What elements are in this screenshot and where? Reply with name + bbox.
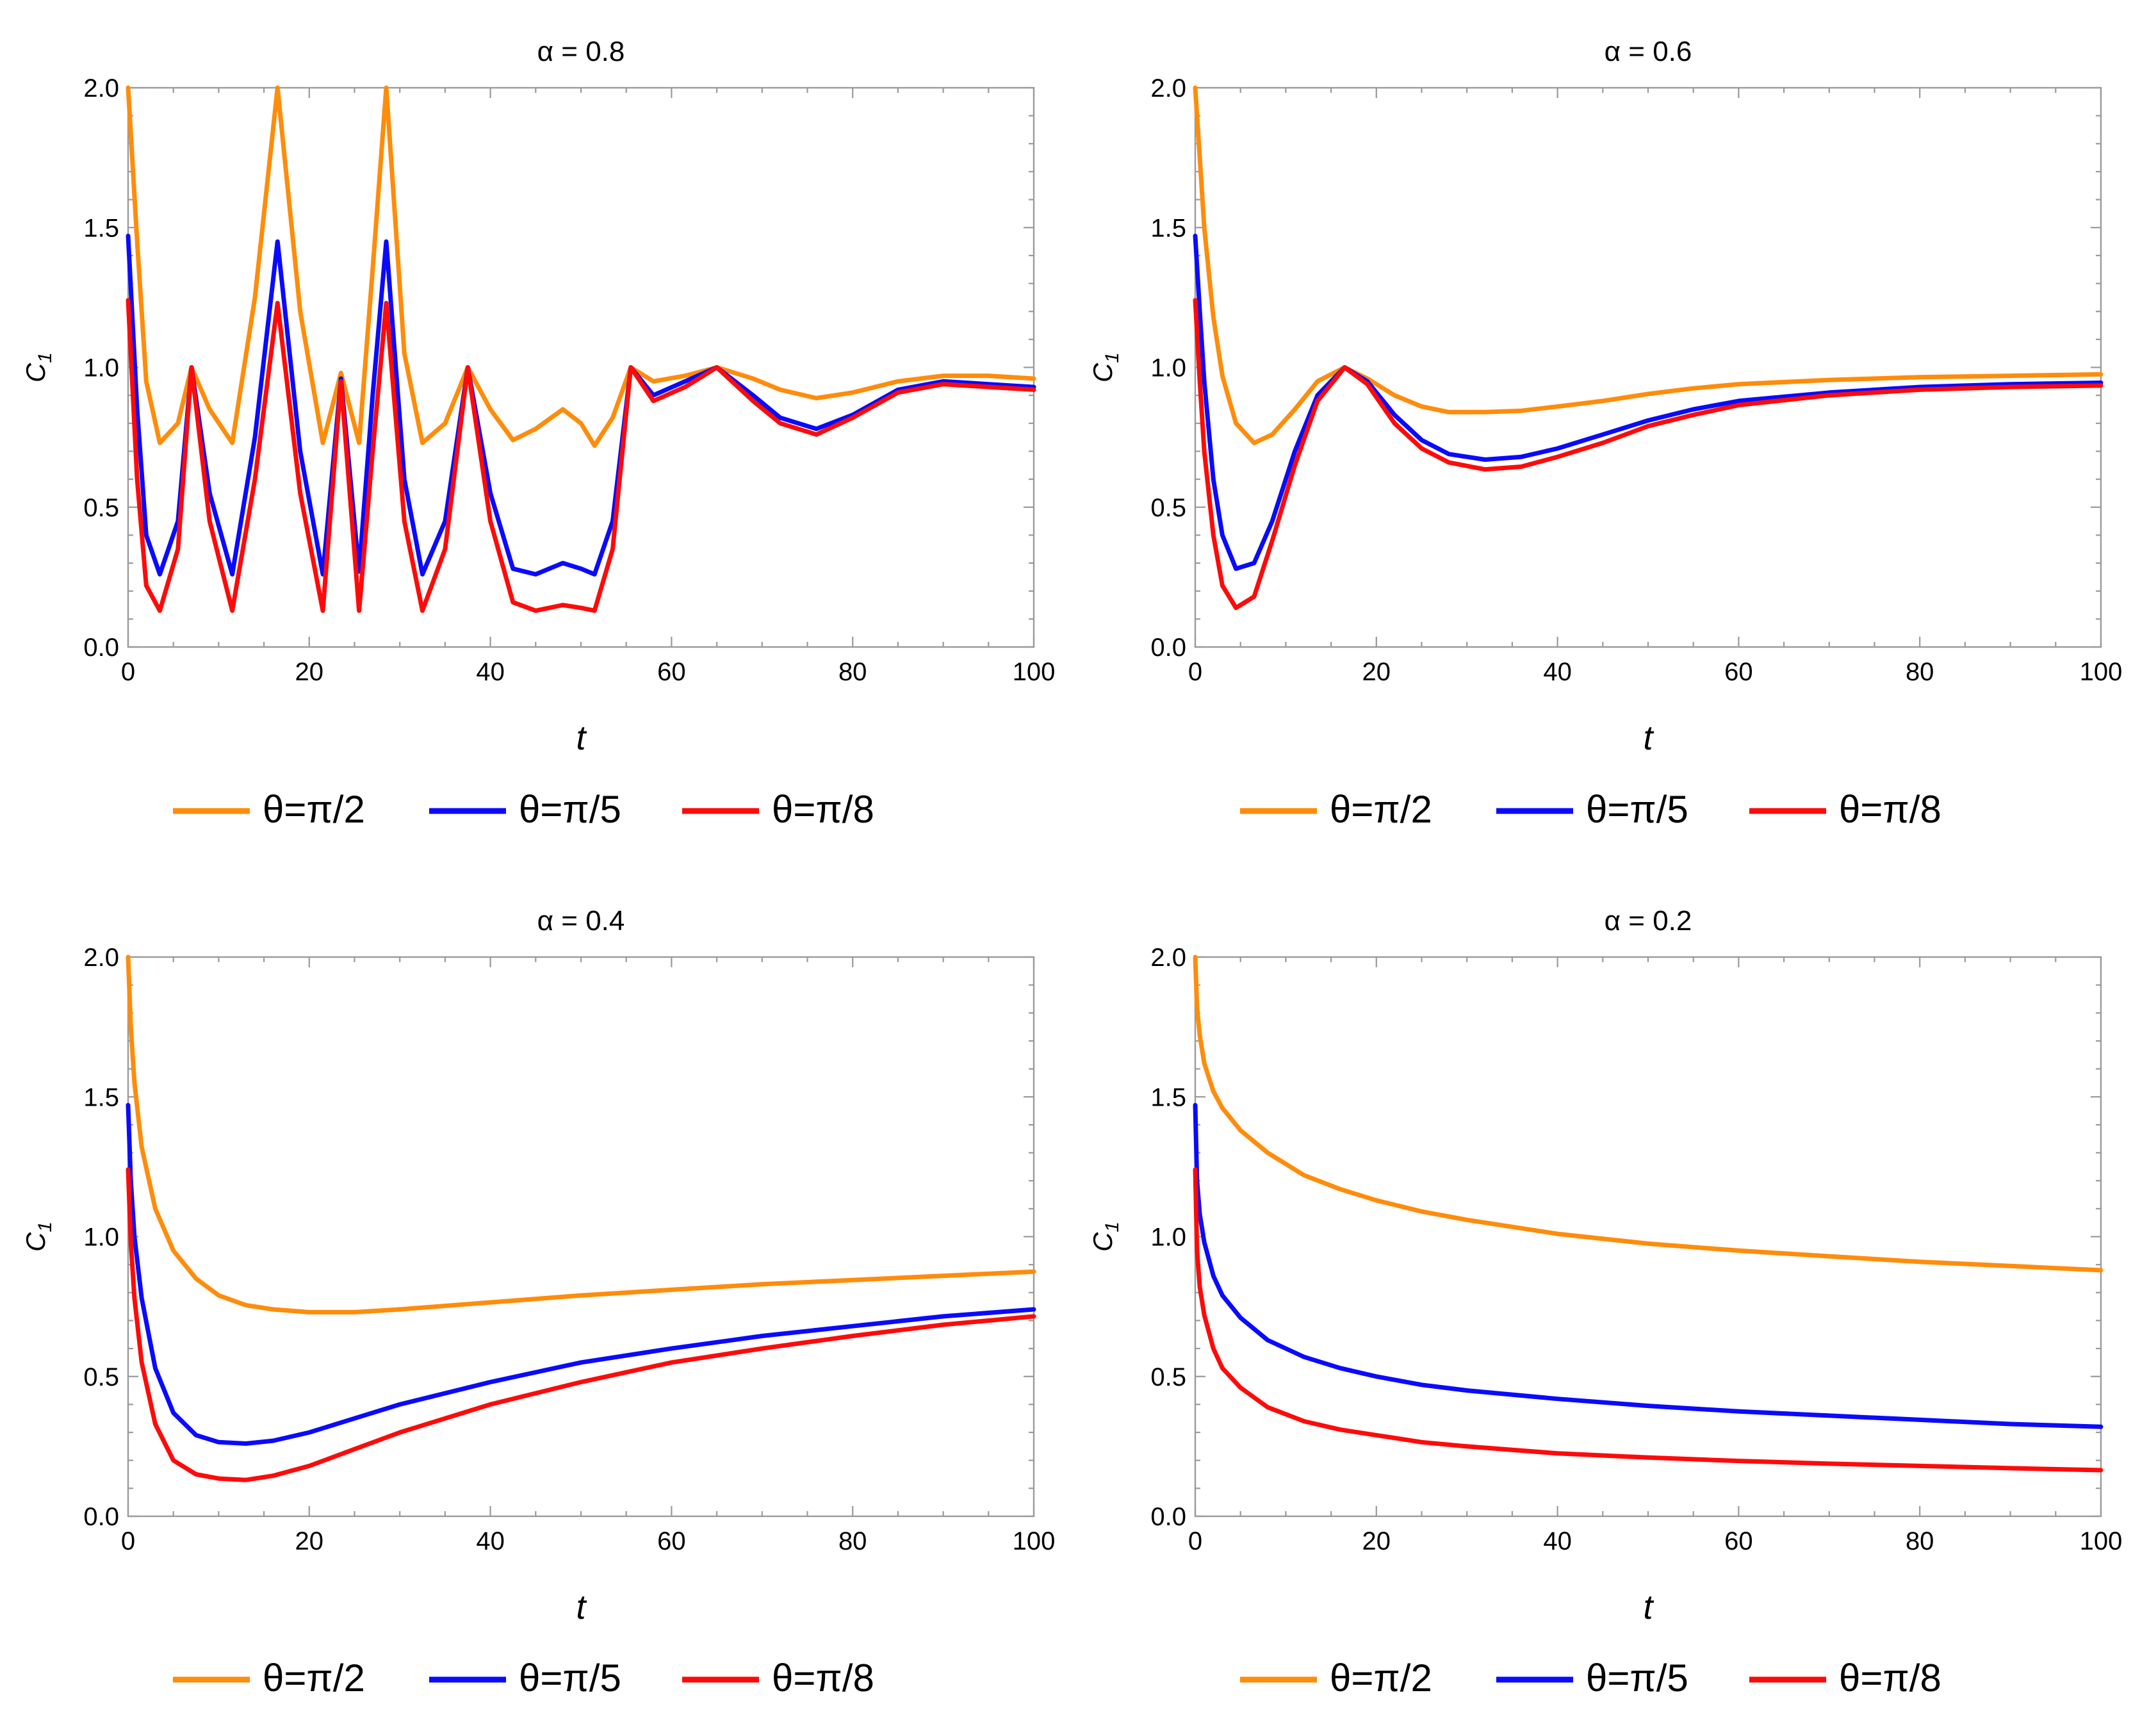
y-tick-label: 1.5: [83, 1083, 119, 1111]
legend-label-1: θ=π/2: [263, 788, 365, 831]
y-tick-label: 0.5: [83, 1363, 119, 1391]
x-tick-label: 60: [1724, 1527, 1753, 1555]
y-axis-title-subscript: 1: [1102, 1222, 1123, 1232]
x-axis-title: t: [1643, 1588, 1654, 1626]
y-axis-title-main: C: [1088, 363, 1118, 382]
y-axis-title: C1: [20, 1222, 56, 1252]
series-line-3: [1193, 298, 2103, 610]
plot-frame: [127, 956, 1035, 1518]
x-tick-label: 40: [1543, 1527, 1572, 1555]
series-line-1: [1193, 954, 2103, 1273]
x-tick-label: 20: [1362, 1527, 1391, 1555]
x-tick-label: 0: [1188, 658, 1202, 686]
y-tick-label: 0.0: [1150, 634, 1186, 662]
x-tick-label: 100: [1013, 1527, 1056, 1555]
panel-title: α = 0.4: [537, 905, 625, 937]
series-line-1: [126, 954, 1036, 1314]
x-tick-label: 0: [1188, 1527, 1202, 1555]
x-tick-label: 20: [1362, 658, 1391, 686]
legend-label-2: θ=π/5: [1586, 788, 1688, 831]
legend-label-3: θ=π/8: [1839, 788, 1941, 831]
plot-frame: [1194, 86, 2102, 648]
legend-label-2: θ=π/5: [1586, 1657, 1688, 1699]
plot-frame: [1194, 956, 2102, 1518]
y-tick-label: 1.5: [1150, 1083, 1186, 1111]
y-axis-title-subscript: 1: [35, 352, 56, 363]
legend-label-2: θ=π/5: [519, 788, 621, 831]
x-tick-label: 100: [1013, 658, 1056, 686]
y-tick-label: 1.0: [83, 354, 119, 382]
chart-panel-2: α = 0.6 0 20 40 60 80 100 0.0 0.5 1.0 1.5 2.0 t C1 θ=π…: [1088, 36, 2122, 831]
y-tick-label: 2.0: [1150, 74, 1186, 102]
legend-label-1: θ=π/2: [263, 1657, 365, 1699]
x-axis-title: t: [576, 719, 587, 757]
y-axis-title: C1: [1088, 352, 1123, 382]
x-tick-label: 40: [476, 1527, 505, 1555]
series-line-3: [126, 298, 1036, 613]
y-axis-title: C1: [1088, 1222, 1123, 1252]
series-line-1: [1193, 85, 2103, 445]
y-tick-label: 1.5: [1150, 214, 1186, 242]
y-axis-title-main: C: [20, 363, 51, 382]
legend-label-2: θ=π/5: [519, 1657, 621, 1699]
x-tick-label: 100: [2080, 658, 2123, 686]
x-tick-label: 80: [838, 658, 867, 686]
x-tick-label: 60: [1724, 658, 1753, 686]
legend-label-1: θ=π/2: [1330, 1657, 1432, 1699]
x-tick-label: 40: [1543, 658, 1572, 686]
y-axis-title-main: C: [1088, 1232, 1118, 1252]
y-tick-label: 1.0: [1150, 1224, 1186, 1252]
y-tick-label: 2.0: [83, 74, 119, 102]
legend-label-3: θ=π/8: [772, 1657, 874, 1699]
x-tick-label: 100: [2080, 1527, 2123, 1555]
x-axis-title: t: [576, 1588, 587, 1626]
y-tick-label: 1.0: [1150, 354, 1186, 382]
x-tick-label: 60: [657, 658, 686, 686]
x-tick-label: 60: [657, 1527, 686, 1555]
chart-panel-4: α = 0.2 0 20 40 60 80 100 0.0 0.5 1.0 1.5 2.0 t C1 θ=π…: [1088, 905, 2122, 1699]
x-axis-title: t: [1643, 719, 1654, 757]
x-tick-label: 0: [121, 658, 135, 686]
y-tick-label: 0.5: [83, 494, 119, 522]
x-tick-label: 80: [838, 1527, 867, 1555]
panel-title: α = 0.2: [1605, 905, 1692, 937]
series-line-3: [1193, 1167, 2103, 1473]
y-tick-label: 0.0: [83, 1503, 119, 1531]
series-line-2: [126, 1102, 1036, 1446]
x-tick-label: 40: [476, 658, 505, 686]
y-tick-label: 1.0: [83, 1224, 119, 1252]
panel-title: α = 0.8: [537, 36, 625, 67]
y-tick-label: 0.5: [1150, 494, 1186, 522]
y-axis-title-main: C: [20, 1232, 51, 1252]
legend-label-3: θ=π/8: [772, 788, 874, 831]
y-axis-title-subscript: 1: [35, 1222, 56, 1232]
x-tick-label: 80: [1906, 1527, 1934, 1555]
y-tick-label: 0.5: [1150, 1363, 1186, 1391]
series-line-2: [1193, 1102, 2103, 1429]
chart-panel-1: α = 0.8 0 20 40 60 80 100 0.0 0.5 1.0 1.5 2.0 t C1 θ=π…: [20, 36, 1055, 831]
y-tick-label: 2.0: [1150, 944, 1186, 972]
y-axis-title: C1: [20, 352, 56, 382]
x-tick-label: 20: [295, 658, 324, 686]
x-tick-label: 80: [1906, 658, 1934, 686]
series-line-3: [126, 1167, 1036, 1482]
y-tick-label: 0.0: [83, 634, 119, 662]
y-tick-label: 1.5: [83, 214, 119, 242]
legend-label-3: θ=π/8: [1839, 1657, 1941, 1699]
series-line-2: [1193, 233, 2103, 571]
y-axis-title-subscript: 1: [1102, 352, 1123, 363]
chart-panel-3: α = 0.4 0 20 40 60 80 100 0.0 0.5 1.0 1.5 2.0 t C1 θ=π…: [20, 905, 1055, 1699]
y-tick-label: 0.0: [1150, 1503, 1186, 1531]
panel-title: α = 0.6: [1605, 36, 1692, 67]
x-tick-label: 20: [295, 1527, 324, 1555]
x-tick-label: 0: [121, 1527, 135, 1555]
legend-label-1: θ=π/2: [1330, 788, 1432, 831]
y-tick-label: 2.0: [83, 944, 119, 972]
